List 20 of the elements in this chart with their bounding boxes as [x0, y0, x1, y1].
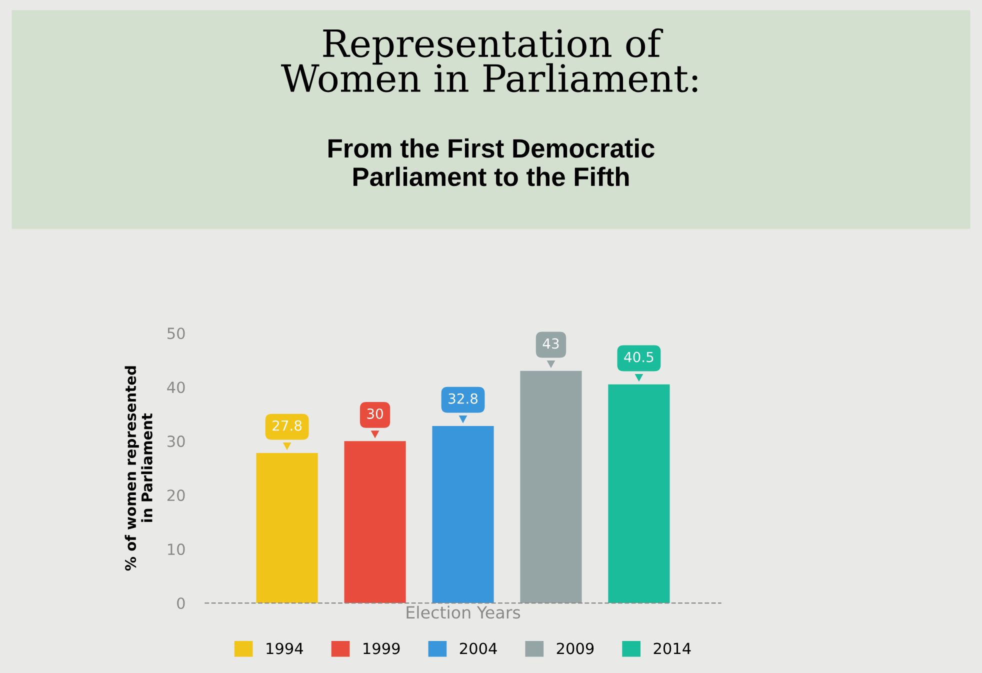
- chart-subtitle: From the First Democratic Parliament to the Fifth: [328, 138, 654, 186]
- y-tick-label: 10: [168, 544, 185, 556]
- legend-label: 1994: [266, 642, 303, 654]
- y-tick-label: 50: [168, 328, 185, 340]
- y-tick-label: 40: [167, 382, 185, 394]
- legend-label: 2009: [556, 642, 594, 654]
- legend-label: 2004: [460, 642, 497, 654]
- data-label: 30: [367, 408, 383, 419]
- legend-label: 1999: [364, 642, 400, 654]
- data-label: 40.5: [624, 352, 654, 362]
- y-tick-label: 0: [177, 597, 185, 610]
- chart-title: Representation of Women in Parliament:: [281, 28, 698, 92]
- y-axis-title: % of women represented in Parliament: [124, 366, 152, 571]
- legend-label: 2014: [654, 642, 691, 654]
- x-axis-title: Election Years: [406, 606, 520, 619]
- y-tick-label: 30: [168, 436, 185, 448]
- data-label: 43: [542, 338, 559, 349]
- data-label: 32.8: [448, 393, 478, 404]
- y-tick-label: 20: [167, 490, 185, 502]
- data-label: 27.8: [272, 420, 302, 431]
